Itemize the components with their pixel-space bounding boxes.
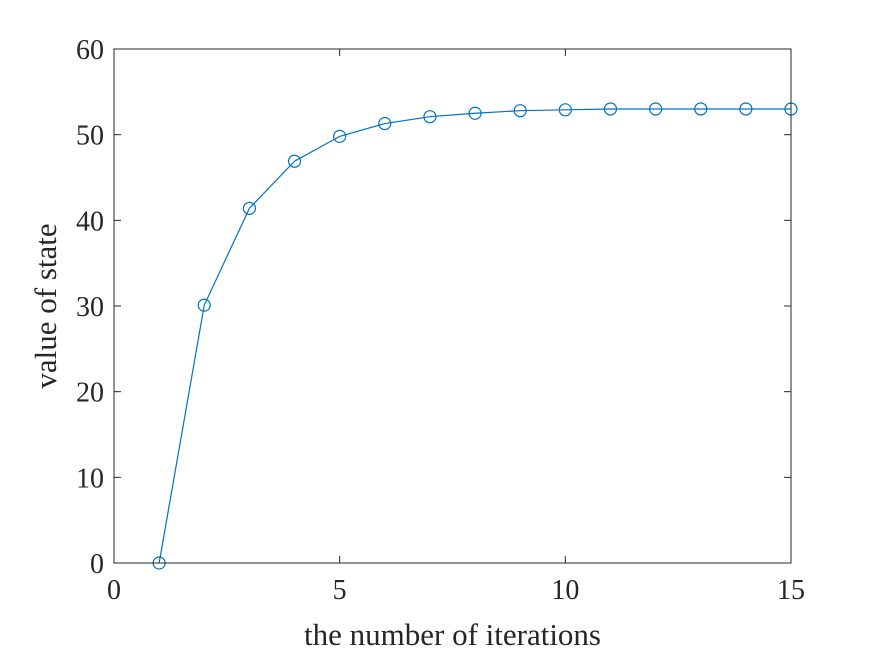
plot-area xyxy=(114,49,791,563)
x-tick-label-2: 10 xyxy=(551,575,579,606)
data-point-14 xyxy=(739,102,753,116)
x-tick-label-0: 0 xyxy=(107,575,121,606)
data-point-7 xyxy=(423,110,437,124)
y-tick-label-4: 40 xyxy=(76,206,104,237)
y-tick-label-0: 0 xyxy=(90,549,104,580)
y-tick-label-6: 60 xyxy=(76,35,104,66)
data-point-3 xyxy=(242,201,256,215)
y-tick-label-5: 50 xyxy=(76,121,104,152)
y-tick-label-1: 10 xyxy=(76,463,104,494)
x-axis-label: the number of iterations xyxy=(304,617,601,652)
data-point-9 xyxy=(513,104,527,118)
data-point-10 xyxy=(558,103,572,117)
data-point-13 xyxy=(694,102,708,116)
series-line-0 xyxy=(158,108,791,564)
y-tick-label-2: 20 xyxy=(76,378,104,409)
data-point-8 xyxy=(468,106,482,120)
x-tick-label-3: 15 xyxy=(777,575,805,606)
series-layer xyxy=(152,102,798,570)
y-tick-label-3: 30 xyxy=(76,292,104,323)
data-point-2 xyxy=(197,298,211,312)
tick-labels: 0 5 10 15 0 10 20 30 40 50 60 xyxy=(76,35,805,606)
data-point-11 xyxy=(603,102,618,116)
y-axis-label: value of state xyxy=(28,223,63,388)
x-tick-label-1: 5 xyxy=(333,575,347,606)
data-point-4 xyxy=(287,154,302,168)
data-point-5 xyxy=(333,129,347,143)
data-point-12 xyxy=(648,102,663,116)
plot-frame xyxy=(113,48,792,564)
data-point-6 xyxy=(378,116,392,131)
